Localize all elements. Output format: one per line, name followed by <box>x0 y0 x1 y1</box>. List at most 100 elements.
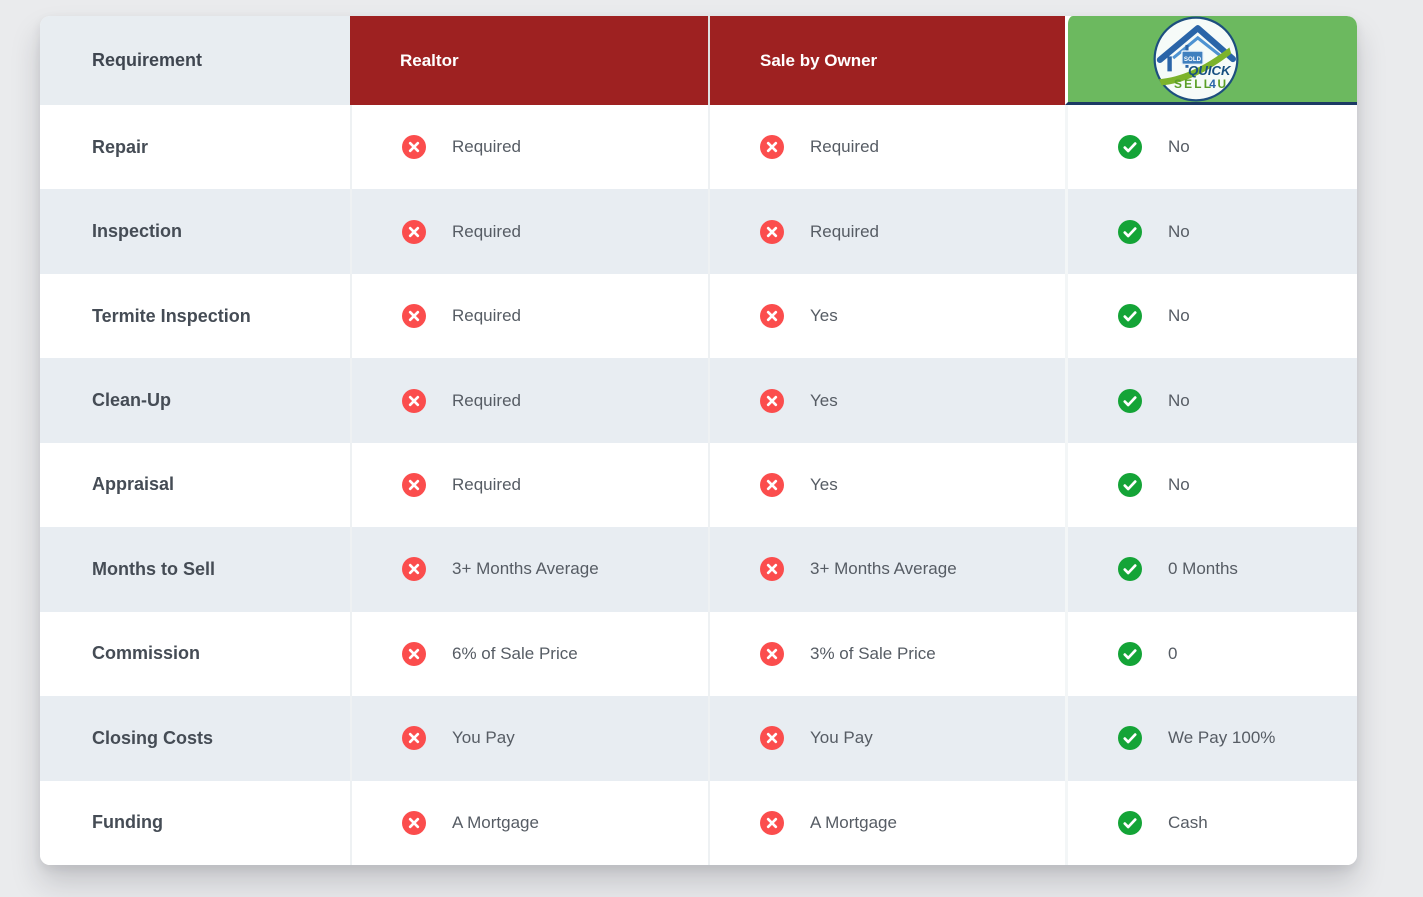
quick-sell-value-cell: No <box>1065 358 1357 443</box>
quick-sell-value-cell: 0 <box>1065 611 1357 697</box>
value-text: 0 Months <box>1168 559 1238 579</box>
requirement-cell: Inspection <box>40 189 350 274</box>
sale-by-owner-value-cell: Required <box>708 105 1065 190</box>
value-text: Required <box>810 221 879 241</box>
requirement-cell: Termite Inspection <box>40 273 350 359</box>
value-text: 3+ Months Average <box>810 559 957 579</box>
requirement-label: Appraisal <box>92 474 175 495</box>
quick-sell-value-cell: No <box>1065 273 1357 359</box>
sale-by-owner-value-cell: 3% of Sale Price <box>708 611 1065 697</box>
x-circle-icon <box>402 135 426 160</box>
requirement-label: Months to Sell <box>92 558 215 579</box>
brand-name-quick: QUICK <box>1188 63 1232 78</box>
header-brand-cell: SOLD QUICK SELL 4 U <box>1065 16 1357 105</box>
value-text: Required <box>810 137 879 157</box>
realtor-value-cell: 3+ Months Average <box>350 527 708 612</box>
quick-sell-value-cell: No <box>1065 189 1357 274</box>
x-circle-icon <box>760 135 784 160</box>
brand-name-sell: SELL <box>1174 77 1213 91</box>
value-text: No <box>1168 306 1190 326</box>
quick-sell-value-cell: No <box>1065 105 1357 190</box>
requirement-label: Closing Costs <box>92 727 214 748</box>
x-circle-icon <box>402 472 426 497</box>
value-text: 3+ Months Average <box>452 559 599 579</box>
value-text: You Pay <box>452 728 515 748</box>
check-circle-icon <box>1118 304 1142 329</box>
realtor-value-cell: Required <box>350 189 708 274</box>
sale-by-owner-value-cell: A Mortgage <box>708 780 1065 865</box>
value-text: Required <box>452 221 521 241</box>
realtor-value-cell: Required <box>350 442 708 528</box>
x-circle-icon <box>760 726 784 751</box>
x-circle-icon <box>402 641 426 666</box>
sale-by-owner-value-cell: Yes <box>708 442 1065 528</box>
x-circle-icon <box>760 219 784 244</box>
brand-name-u: U <box>1217 77 1226 91</box>
requirement-cell: Months to Sell <box>40 527 350 612</box>
realtor-value-cell: 6% of Sale Price <box>350 611 708 697</box>
value-text: Yes <box>810 474 838 494</box>
x-circle-icon <box>402 304 426 329</box>
header-requirement-label: Requirement <box>92 50 203 70</box>
header-sale-by-owner-label: Sale by Owner <box>760 50 878 70</box>
x-circle-icon <box>760 388 784 413</box>
value-text: A Mortgage <box>452 812 539 832</box>
x-circle-icon <box>402 219 426 244</box>
logo-swoosh <box>1158 47 1231 86</box>
value-text: Cash <box>1168 812 1208 832</box>
header-realtor-label: Realtor <box>400 50 459 70</box>
check-circle-icon <box>1118 219 1142 244</box>
header-requirement-cell: Requirement <box>40 16 350 105</box>
sale-by-owner-value-cell: You Pay <box>708 696 1065 781</box>
requirement-cell: Clean-Up <box>40 358 350 443</box>
requirement-label: Repair <box>92 136 149 157</box>
quick-sell-value-cell: No <box>1065 442 1357 528</box>
value-text: No <box>1168 137 1190 157</box>
comparison-table: Requirement Realtor Sale by Owner SOLD <box>40 16 1357 865</box>
x-circle-icon <box>760 557 784 582</box>
requirement-cell: Closing Costs <box>40 696 350 781</box>
x-circle-icon <box>402 557 426 582</box>
value-text: Required <box>452 474 521 494</box>
realtor-value-cell: You Pay <box>350 696 708 781</box>
check-circle-icon <box>1118 726 1142 751</box>
requirement-label: Termite Inspection <box>92 305 251 326</box>
value-text: Required <box>452 390 521 410</box>
requirement-cell: Commission <box>40 611 350 697</box>
requirement-label: Clean-Up <box>92 390 172 411</box>
value-text: 3% of Sale Price <box>810 643 936 663</box>
requirement-label: Funding <box>92 812 163 833</box>
value-text: You Pay <box>810 728 873 748</box>
sale-by-owner-value-cell: Required <box>708 189 1065 274</box>
value-text: No <box>1168 390 1190 410</box>
x-circle-icon <box>402 726 426 751</box>
logo-sold-sign-icon: SOLD <box>1180 44 1204 68</box>
x-circle-icon <box>402 388 426 413</box>
value-text: 0 <box>1168 643 1178 663</box>
value-text: Required <box>452 306 521 326</box>
realtor-value-cell: Required <box>350 358 708 443</box>
check-circle-icon <box>1118 810 1142 835</box>
header-sale-by-owner-cell: Sale by Owner <box>708 16 1065 105</box>
quick-sell-value-cell: 0 Months <box>1065 527 1357 612</box>
logo-sold-text: SOLD <box>1183 56 1201 63</box>
x-circle-icon <box>760 810 784 835</box>
value-text: Required <box>452 137 521 157</box>
check-circle-icon <box>1118 135 1142 160</box>
value-text: No <box>1168 221 1190 241</box>
requirement-label: Commission <box>92 643 201 664</box>
value-text: Yes <box>810 390 838 410</box>
value-text: We Pay 100% <box>1168 728 1276 748</box>
value-text: Yes <box>810 306 838 326</box>
check-circle-icon <box>1118 388 1142 413</box>
quick-sell-value-cell: We Pay 100% <box>1065 696 1357 781</box>
requirement-cell: Appraisal <box>40 442 350 528</box>
brand-logo: SOLD QUICK SELL 4 U <box>1153 16 1238 102</box>
quick-sell-value-cell: Cash <box>1065 780 1357 865</box>
header-realtor-cell: Realtor <box>350 16 708 105</box>
requirement-cell: Funding <box>40 780 350 865</box>
brand-name-4: 4 <box>1209 77 1216 91</box>
value-text: A Mortgage <box>810 812 897 832</box>
value-text: 6% of Sale Price <box>452 643 578 663</box>
sale-by-owner-value-cell: Yes <box>708 358 1065 443</box>
